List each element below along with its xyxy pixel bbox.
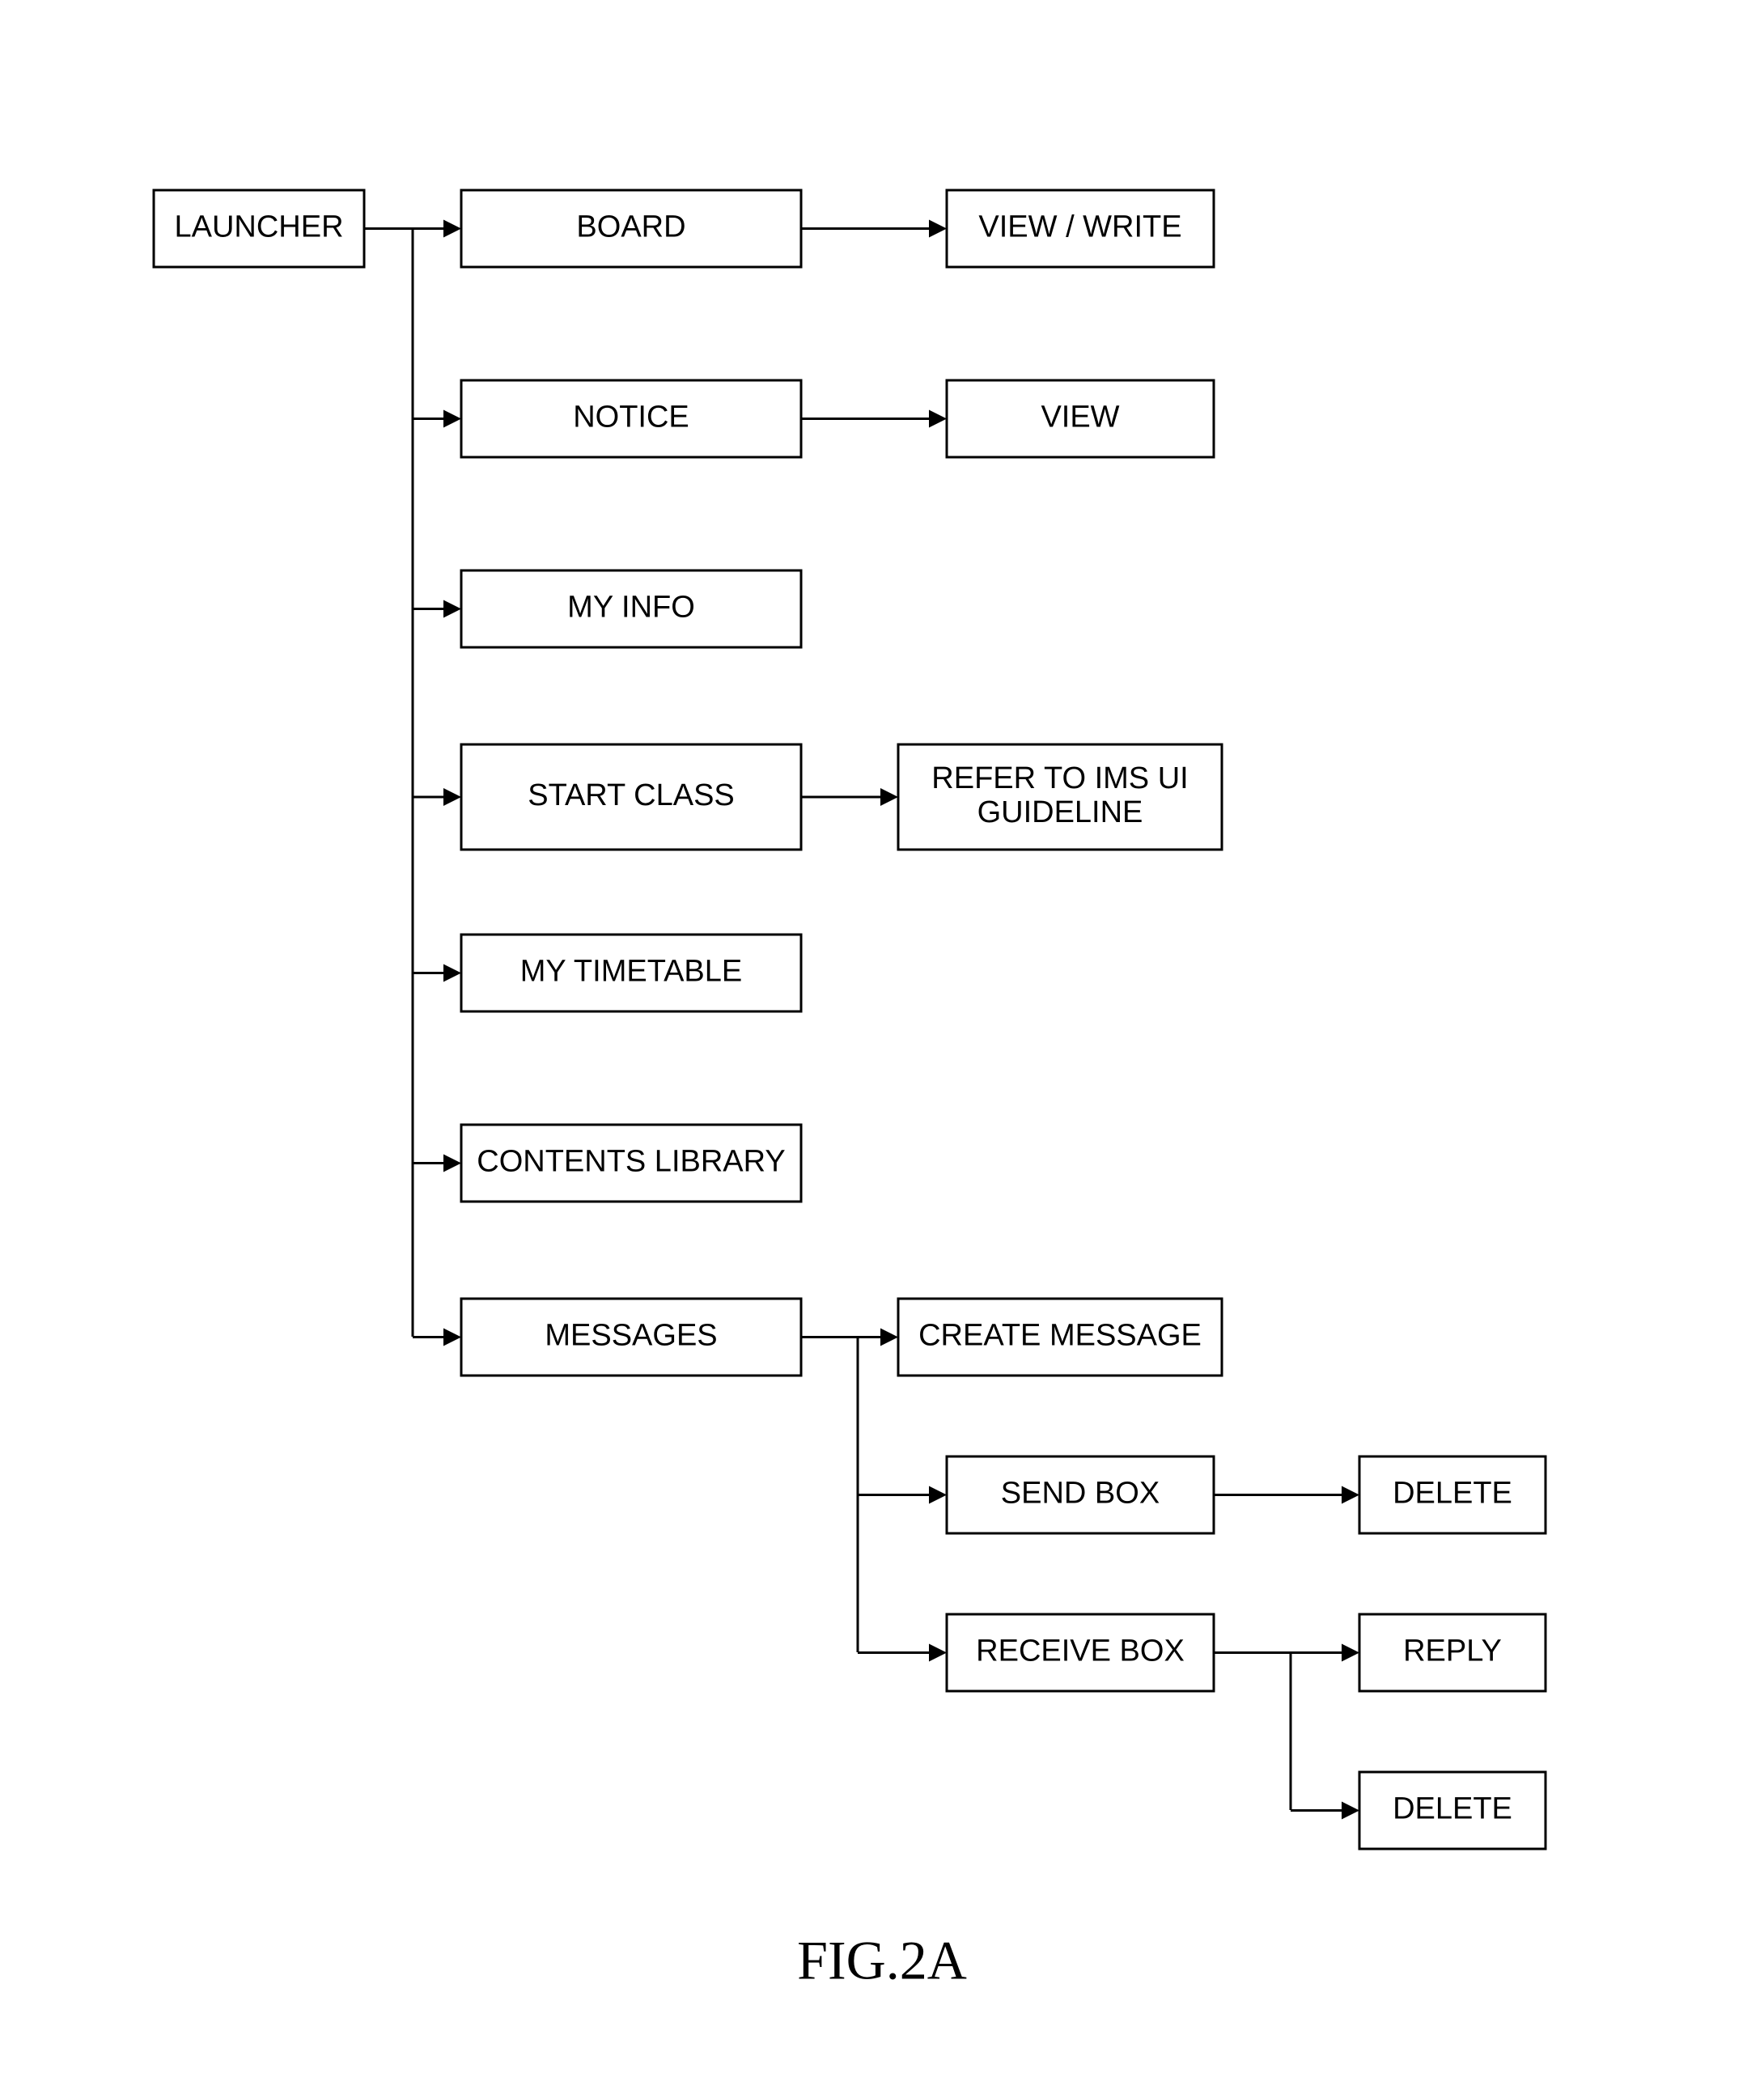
node-label: VIEW — [1041, 401, 1119, 435]
node-contentslib: CONTENTS LIBRARY — [461, 1125, 801, 1202]
flowchart: LAUNCHER BOARD NOTICE MY INFO START CLASS MY … — [0, 0, 1764, 2090]
node-label: GUIDELINE — [977, 795, 1143, 829]
node-label: RECEIVE BOX — [976, 1634, 1185, 1668]
node-startclass: START CLASS — [461, 744, 801, 850]
node-board: BOARD — [461, 190, 801, 267]
node-view: VIEW — [947, 380, 1214, 457]
node-reply: REPLY — [1359, 1614, 1546, 1691]
node-refer: REFER TO IMS UIGUIDELINE — [898, 744, 1222, 850]
node-mytimetable: MY TIMETABLE — [461, 935, 801, 1011]
node-label: MESSAGES — [545, 1319, 717, 1353]
node-label: REPLY — [1403, 1634, 1502, 1668]
node-delete1: DELETE — [1359, 1456, 1546, 1533]
node-receivebox: RECEIVE BOX — [947, 1614, 1214, 1691]
node-myinfo: MY INFO — [461, 570, 801, 647]
node-viewwrite: VIEW / WRITE — [947, 190, 1214, 267]
node-label: REFER TO IMS UI — [931, 761, 1188, 795]
node-label: CREATE MESSAGE — [918, 1319, 1202, 1353]
node-messages: MESSAGES — [461, 1299, 801, 1376]
node-label: MY TIMETABLE — [520, 955, 743, 989]
node-label: DELETE — [1393, 1792, 1512, 1826]
node-createmsg: CREATE MESSAGE — [898, 1299, 1222, 1376]
node-notice: NOTICE — [461, 380, 801, 457]
node-label: SEND BOX — [1001, 1477, 1160, 1511]
node-label: START CLASS — [528, 778, 735, 812]
node-launcher: LAUNCHER — [154, 190, 364, 267]
node-label: VIEW / WRITE — [978, 210, 1181, 244]
node-label: NOTICE — [573, 401, 689, 435]
node-label: BOARD — [576, 210, 685, 244]
node-label: DELETE — [1393, 1477, 1512, 1511]
node-label: LAUNCHER — [174, 210, 343, 244]
node-label: MY INFO — [567, 591, 695, 625]
figure-caption: FIG.2A — [797, 1930, 967, 1991]
node-delete2: DELETE — [1359, 1772, 1546, 1849]
node-label: CONTENTS LIBRARY — [477, 1145, 785, 1179]
node-sendbox: SEND BOX — [947, 1456, 1214, 1533]
